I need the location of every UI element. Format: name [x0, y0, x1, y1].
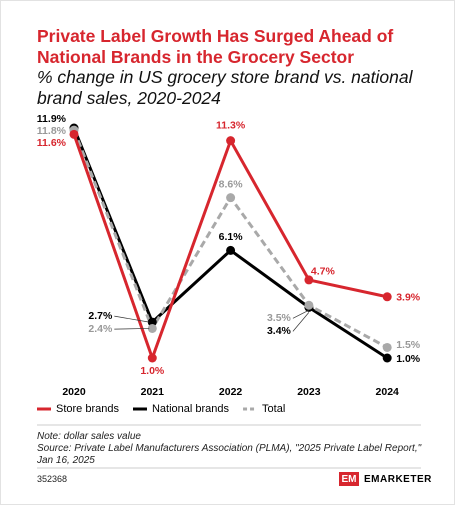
chart-id: 352368	[37, 474, 68, 484]
data-label: 3.9%	[396, 292, 421, 304]
data-point	[69, 129, 79, 139]
data-point	[304, 300, 314, 310]
leader-line	[114, 328, 150, 330]
chart-subtitle: % change in US grocery store brand vs. n…	[37, 67, 413, 108]
data-point	[147, 317, 157, 327]
legend-label: National brands	[152, 403, 230, 415]
data-point	[382, 292, 392, 302]
legend-label: Total	[262, 403, 285, 415]
leader-line	[114, 315, 150, 323]
data-label: 3.4%	[267, 325, 292, 337]
data-label: 8.6%	[219, 178, 244, 190]
legend-label: Store brands	[56, 403, 119, 415]
data-label: 4.7%	[311, 266, 336, 278]
note: Note: dollar sales value	[37, 431, 141, 442]
brand: EMARKETER	[364, 474, 432, 485]
x-tick-label: 2024	[376, 386, 400, 398]
data-label: 3.5%	[267, 312, 292, 324]
brand-mark: EM	[342, 474, 357, 485]
leader-line	[292, 312, 310, 332]
brand-logo-box	[339, 472, 359, 486]
data-label: 1.0%	[140, 365, 165, 377]
data-point	[226, 245, 236, 255]
x-tick-label: 2020	[62, 386, 86, 398]
x-tick-label: 2023	[297, 386, 321, 398]
data-point	[382, 342, 392, 352]
leader-line	[292, 309, 310, 319]
x-tick-label: 2021	[141, 386, 165, 398]
x-tick-label: 2022	[219, 386, 243, 398]
data-label: 2.7%	[88, 310, 113, 322]
data-point	[147, 323, 157, 333]
data-label: 11.8%	[37, 125, 67, 137]
data-label: 11.9%	[37, 113, 67, 125]
data-label: 6.1%	[219, 231, 244, 243]
data-point	[147, 353, 157, 363]
data-label: 1.0%	[396, 353, 421, 365]
data-point	[382, 353, 392, 363]
data-label: 1.5%	[396, 339, 421, 351]
data-label: 2.4%	[88, 323, 113, 335]
source: Source: Private Label Manufacturers Asso…	[37, 443, 422, 466]
data-point	[226, 136, 236, 146]
data-point	[226, 193, 236, 203]
data-label: 11.3%	[216, 119, 246, 131]
chart-title: Private Label Growth Has Surged Ahead of…	[37, 26, 394, 67]
data-label: 11.6%	[37, 137, 67, 149]
data-point	[304, 275, 314, 285]
